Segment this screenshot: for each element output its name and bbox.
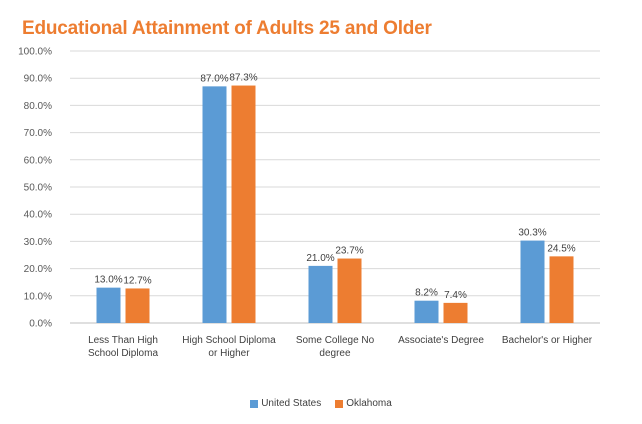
bar-oklahoma xyxy=(125,288,150,323)
y-tick-label: 10.0% xyxy=(24,291,52,302)
x-tick-label: Associate's Degree xyxy=(398,335,484,346)
x-tick-label: Bachelor's or Higher xyxy=(502,335,593,346)
data-label-united-states: 13.0% xyxy=(94,275,122,286)
bar-oklahoma xyxy=(549,256,574,323)
x-tick-label: Some College No xyxy=(296,335,375,346)
y-tick-label: 100.0% xyxy=(18,47,52,58)
y-tick-label: 80.0% xyxy=(24,101,52,112)
y-tick-label: 90.0% xyxy=(24,74,52,85)
x-tick-label: High School Diploma xyxy=(182,335,276,346)
bar-united-states xyxy=(96,287,121,323)
x-tick-label: or Higher xyxy=(208,348,250,359)
bar-oklahoma xyxy=(231,85,256,323)
x-tick-label: School Diploma xyxy=(88,348,158,359)
y-tick-label: 30.0% xyxy=(24,237,52,248)
legend-label-oklahoma: Oklahoma xyxy=(346,398,392,409)
data-label-oklahoma: 7.4% xyxy=(444,290,467,301)
y-tick-label: 50.0% xyxy=(24,183,52,194)
x-tick-label: Less Than High xyxy=(88,335,158,346)
data-label-united-states: 21.0% xyxy=(306,253,334,264)
y-tick-label: 60.0% xyxy=(24,155,52,166)
bar-oklahoma xyxy=(337,258,362,323)
data-label-united-states: 30.3% xyxy=(518,228,546,239)
data-label-united-states: 8.2% xyxy=(415,288,438,299)
bar-oklahoma xyxy=(443,302,468,323)
legend-swatch-united-states xyxy=(250,399,259,408)
x-tick-label: degree xyxy=(319,348,351,359)
legend: United States Oklahoma xyxy=(0,398,642,409)
bar-united-states xyxy=(520,240,545,323)
bar-united-states xyxy=(414,300,439,323)
y-tick-label: 0.0% xyxy=(29,319,52,330)
data-label-oklahoma: 24.5% xyxy=(547,243,575,254)
bar-united-states xyxy=(202,86,227,323)
y-tick-label: 40.0% xyxy=(24,210,52,221)
data-label-oklahoma: 23.7% xyxy=(335,246,363,257)
legend-label-united-states: United States xyxy=(261,398,322,409)
bar-united-states xyxy=(308,265,333,323)
y-tick-label: 20.0% xyxy=(24,264,52,275)
legend-item-oklahoma: Oklahoma xyxy=(335,398,392,409)
legend-swatch-oklahoma xyxy=(335,399,344,408)
y-tick-label: 70.0% xyxy=(24,128,52,139)
legend-item-united-states: United States xyxy=(250,398,321,409)
data-label-oklahoma: 12.7% xyxy=(123,275,151,286)
data-label-oklahoma: 87.3% xyxy=(229,73,257,84)
data-label-united-states: 87.0% xyxy=(200,73,228,84)
chart-title: Educational Attainment of Adults 25 and … xyxy=(22,18,432,39)
